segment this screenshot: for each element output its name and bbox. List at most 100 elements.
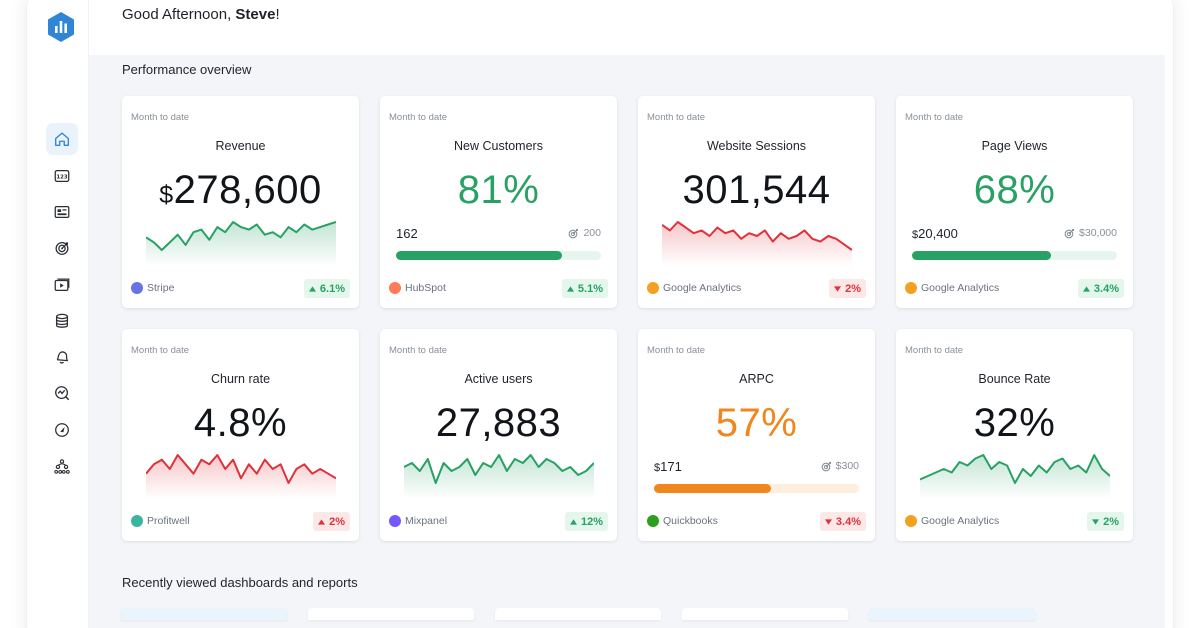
sidebar-item-data[interactable] (46, 305, 78, 337)
kpi-card-page-views[interactable]: Month to date Page Views 68% $20,400 $30,000… (896, 96, 1133, 308)
data-source-name: Quickbooks (663, 515, 718, 527)
data-source-name: Google Analytics (921, 282, 1000, 294)
kpi-card-active-users[interactable]: Month to date Active users 27,883 Mixpanel 1… (380, 329, 617, 541)
kpi-card-new-customers[interactable]: Month to date New Customers 81% 162 200 HubSp… (380, 96, 617, 308)
progress-goal-value: $30,000 (1079, 227, 1117, 239)
currency-symbol: $ (159, 181, 174, 209)
metric-value: 81% (380, 168, 617, 213)
recent-item[interactable] (495, 608, 661, 620)
sparkline-area (146, 455, 336, 499)
card-footer: Stripe 6.1% (131, 279, 350, 299)
progress-bar (912, 251, 1117, 260)
triangle-up-icon (1082, 285, 1090, 292)
card-footer: Google Analytics 2% (647, 279, 866, 299)
recent-item[interactable] (308, 608, 474, 620)
sidebar-item-home[interactable] (46, 123, 78, 155)
databox-logo[interactable] (48, 12, 74, 42)
stripe-icon (131, 282, 143, 294)
kpi-card-revenue[interactable]: Month to date Revenue $278,600 Stripe 6.1% (122, 96, 359, 308)
sidebar-item-team[interactable] (46, 450, 78, 482)
date-range-caption: Month to date (905, 345, 964, 356)
database-icon (55, 313, 69, 328)
metric-number: 32% (973, 401, 1056, 445)
sidebar-item-tv[interactable] (46, 269, 78, 301)
recent-item[interactable] (682, 608, 848, 620)
progress-current-value: $171 (654, 459, 682, 474)
sparkline-line (920, 454, 1110, 484)
metric-value: $278,600 (122, 168, 359, 213)
card-footer: Google Analytics 3.4% (905, 279, 1124, 299)
sparkline-chart (146, 221, 336, 266)
data-source-name: Stripe (147, 282, 175, 294)
date-range-caption: Month to date (647, 345, 706, 356)
progress-labels: $171 $300 (654, 459, 859, 474)
triangle-up-icon (318, 518, 326, 525)
kpi-card-bounce-rate[interactable]: Month to date Bounce Rate 32% Google Analyt… (896, 329, 1133, 541)
change-badge: 2% (1087, 512, 1124, 531)
card-title: Page Views (981, 139, 1048, 153)
sparkline-area (146, 222, 336, 266)
app-window: 123 Good Afternoon, Steve! Performance o… (27, 0, 1173, 628)
numbers-icon: 123 (54, 169, 70, 183)
target-icon (55, 241, 69, 255)
goal-target-icon (1064, 228, 1075, 238)
main-content: Performance overview Month to date Revenu… (89, 55, 1165, 628)
greeting: Good Afternoon, Steve! (122, 6, 280, 23)
card-footer: HubSpot 5.1% (389, 279, 608, 299)
metric-number: 27,883 (435, 401, 562, 445)
google-analytics-icon (905, 282, 917, 294)
play-screen-icon (54, 278, 70, 292)
sidebar-item-goals[interactable] (46, 232, 78, 264)
sidebar-item-numbers[interactable]: 123 (46, 160, 78, 192)
sparkline-chart (404, 454, 594, 499)
metric-number: 278,600 (173, 168, 322, 212)
google-analytics-icon (647, 282, 659, 294)
card-title: Bounce Rate (978, 372, 1051, 386)
metric-value: 301,544 (638, 168, 875, 213)
metric-value: 27,883 (380, 401, 617, 446)
card-footer: Profitwell 2% (131, 512, 350, 532)
date-range-caption: Month to date (389, 112, 448, 123)
dashboard-icon (54, 205, 70, 219)
metric-number: 4.8% (193, 401, 288, 445)
sparkline-line (146, 454, 336, 484)
change-badge: 12% (564, 512, 608, 531)
user-name: Steve (235, 6, 276, 23)
org-chart-icon (54, 459, 70, 474)
data-source-name: HubSpot (405, 282, 446, 294)
data-source: HubSpot (389, 282, 446, 294)
google-analytics-icon (905, 515, 917, 527)
date-range-caption: Month to date (389, 345, 448, 356)
data-source-name: Mixpanel (405, 515, 448, 527)
metric-number: 57% (715, 401, 798, 445)
metric-value: 32% (896, 401, 1133, 446)
kpi-card-arpc[interactable]: Month to date ARPC 57% $171 $300 Quickbooks 3.… (638, 329, 875, 541)
change-percent: 6.1% (319, 282, 345, 295)
progress-goal: 200 (568, 227, 601, 239)
mixpanel-icon (389, 515, 401, 527)
kpi-card-website-sessions[interactable]: Month to date Website Sessions 301,544 Goog… (638, 96, 875, 308)
triangle-down-icon (834, 285, 842, 292)
card-footer: Google Analytics 2% (905, 512, 1124, 532)
sparkline-chart (920, 454, 1110, 499)
currency-symbol: $ (654, 462, 661, 474)
recent-item[interactable] (869, 608, 1035, 620)
sidebar-item-alerts[interactable] (46, 341, 78, 373)
data-source-name: Google Analytics (921, 515, 1000, 527)
sidebar-item-dashboards[interactable] (46, 196, 78, 228)
sidebar: 123 (27, 0, 89, 628)
progress-current-value: $20,400 (912, 226, 958, 241)
sidebar-item-metrics[interactable] (46, 377, 78, 409)
change-percent: 5.1% (577, 282, 603, 295)
hubspot-icon (389, 282, 401, 294)
kpi-card-churn-rate[interactable]: Month to date Churn rate 4.8% Profitwell 2% (122, 329, 359, 541)
sidebar-item-benchmarks[interactable] (46, 414, 78, 446)
sparkline-line (146, 221, 336, 251)
change-percent: 3.4% (835, 515, 861, 528)
data-source: Google Analytics (905, 515, 999, 527)
date-range-caption: Month to date (647, 112, 706, 123)
recent-item[interactable] (121, 608, 287, 620)
progress-goal-value: $300 (835, 460, 859, 472)
change-percent: 3.4% (1093, 282, 1119, 295)
sparkline-chart (146, 454, 336, 499)
